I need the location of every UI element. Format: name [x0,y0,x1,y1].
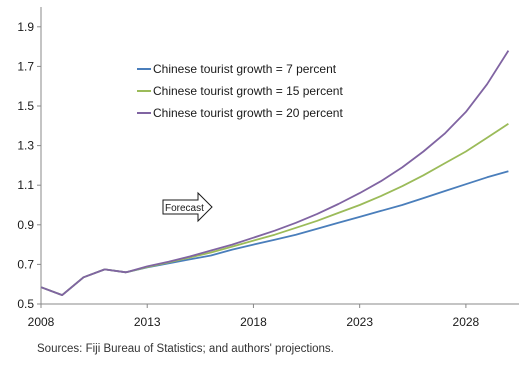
y-tick-label: 1.1 [17,178,34,192]
y-tick-label: 0.5 [17,297,34,311]
y-tick-label: 1.3 [17,139,34,153]
series-line-1 [40,170,509,297]
forecast-arrow-icon [162,191,213,223]
y-axis: 0.5 0.7 0.9 1.1 1.3 1.5 1.7 1.9 [17,7,42,311]
y-tick-label: 0.9 [17,218,34,232]
y-tick-label: 1.7 [17,59,34,73]
x-tick-label: 2018 [240,315,267,329]
y-tick-label: 0.7 [17,257,34,271]
x-tick-label: 2028 [453,315,480,329]
x-tick-label: 2013 [134,315,161,329]
forecast-annotation: Forecast [162,191,213,223]
series-lines [40,50,510,297]
legend: Chinese tourist growth = 7 percent Chines… [137,62,343,120]
x-tick-label: 2023 [346,315,373,329]
y-tick-label: 1.5 [17,99,34,113]
legend-label: Chinese tourist growth = 20 percent [153,106,343,120]
legend-label: Chinese tourist growth = 15 percent [153,84,343,98]
source-note: Sources: Fiji Bureau of Statistics; and … [37,343,334,355]
x-axis: 2008 2013 2018 2023 2028 [28,303,519,329]
y-tick-label: 1.9 [17,20,34,34]
x-tick-label: 2008 [28,315,55,329]
legend-label: Chinese tourist growth = 7 percent [153,62,337,76]
forecast-label: Forecast [165,203,204,214]
series-line-3 [40,50,510,297]
